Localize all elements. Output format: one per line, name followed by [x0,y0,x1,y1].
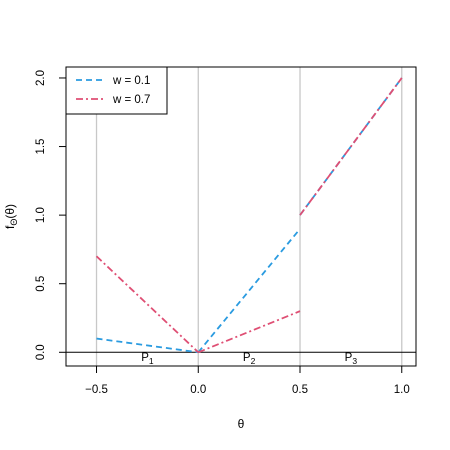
series-0-segment-1 [197,228,301,353]
region-label-base: P [243,352,251,364]
series-lines [95,77,403,354]
x-tick-label: 0.0 [190,384,206,396]
y-axis-title: fΘ(θ) [3,204,19,229]
y-axis-title-sub: Θ [9,219,19,226]
legend: w = 0.1 w = 0.7 [65,66,168,115]
y-tick-label: 2.0 [35,70,47,86]
region-label: P2 [243,352,256,366]
x-tick-label: −0.5 [85,384,108,396]
y-axis-title-main: f [3,225,17,229]
region-label-sub: 2 [251,356,256,366]
region-label-base: P [345,352,353,364]
y-tick-label: 1.0 [35,207,47,223]
series-1-segment-2 [299,77,403,216]
region-label-base: P [141,352,149,364]
legend-label-w01: w = 0.1 [112,75,150,87]
legend-label-w07: w = 0.7 [112,94,150,106]
x-tick-label: 1.0 [394,384,410,396]
x-axis-title: θ [238,417,245,431]
series-0-segment-0 [96,337,199,354]
y-tick-label: 0.0 [35,344,47,360]
x-tick-label: 0.5 [292,384,308,396]
legend-box [65,66,168,115]
gridlines [95,67,403,366]
region-label: P1 [141,352,154,366]
y-tick-label: 1.5 [35,139,47,155]
y-axis: 0.0 0.5 1.0 1.5 2.0 [35,70,67,360]
series-1-segment-0 [95,255,199,353]
region-label-sub: 1 [149,356,154,366]
region-labels: P1 P2 P3 [141,352,357,366]
series-1-segment-1 [197,310,301,354]
region-label-sub: 3 [352,356,357,366]
y-tick-label: 0.5 [35,276,47,292]
x-axis: −0.5 0.0 0.5 1.0 [85,365,410,396]
region-label: P3 [345,352,358,366]
y-axis-title-tail: (θ) [3,204,17,219]
